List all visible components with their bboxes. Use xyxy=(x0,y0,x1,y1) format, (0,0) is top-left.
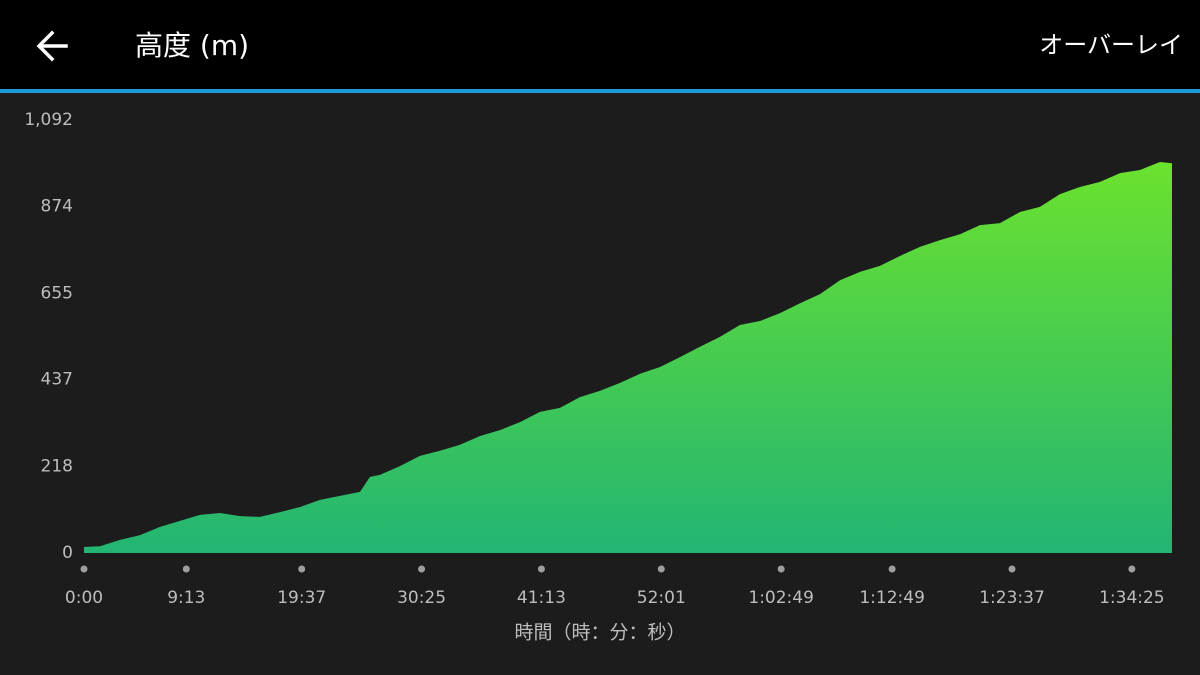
x-tick-dot xyxy=(537,565,545,573)
x-tick-dot xyxy=(418,565,426,573)
x-tick-label: 19:37 xyxy=(277,588,326,608)
x-tick-label: 0:00 xyxy=(65,588,103,608)
y-tick-label: 0 xyxy=(62,543,73,563)
y-tick-label: 218 xyxy=(41,457,73,477)
x-tick-dot xyxy=(298,565,306,573)
overlay-button[interactable]: オーバーレイ xyxy=(1039,31,1183,59)
x-tick-dot xyxy=(777,565,785,573)
x-tick-label: 1:02:49 xyxy=(748,588,814,608)
title: 高度 (m) xyxy=(135,29,249,62)
x-tick-dot xyxy=(1128,565,1136,573)
y-tick-label: 1,092 xyxy=(24,110,73,130)
x-tick-label: 30:25 xyxy=(397,588,446,608)
y-tick-label: 874 xyxy=(41,196,73,216)
x-tick-dot xyxy=(80,565,88,573)
x-tick-dot xyxy=(888,565,896,573)
back-button[interactable] xyxy=(36,30,68,62)
x-tick-label: 1:34:25 xyxy=(1099,588,1165,608)
elevation-area xyxy=(84,162,1172,553)
x-axis-label: 時間（時：分：秒） xyxy=(514,622,685,644)
y-tick-label: 655 xyxy=(41,283,73,303)
x-tick-label: 1:12:49 xyxy=(859,588,925,608)
x-tick-dot xyxy=(657,565,665,573)
x-tick-dot xyxy=(182,565,190,573)
x-tick-label: 1:23:37 xyxy=(979,588,1045,608)
app-bar-accent xyxy=(0,89,1200,93)
app-bar xyxy=(0,0,1200,90)
x-tick-label: 9:13 xyxy=(167,588,205,608)
x-tick-dot xyxy=(1008,565,1016,573)
x-tick-label: 41:13 xyxy=(517,588,566,608)
y-tick-label: 437 xyxy=(41,370,73,390)
x-tick-label: 52:01 xyxy=(637,588,686,608)
